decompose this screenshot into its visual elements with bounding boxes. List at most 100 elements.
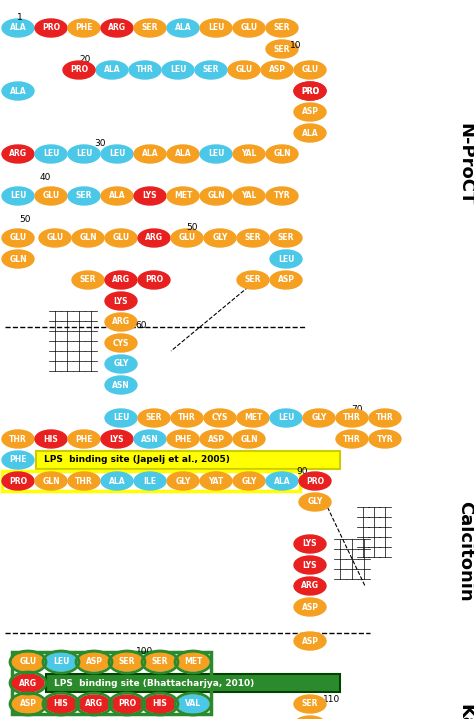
Ellipse shape xyxy=(171,409,203,427)
Ellipse shape xyxy=(68,430,100,448)
Text: PRO: PRO xyxy=(301,86,319,96)
Text: LPS  binding site (Bhattacharjya, 2010): LPS binding site (Bhattacharjya, 2010) xyxy=(54,679,254,687)
Ellipse shape xyxy=(96,61,128,79)
Text: YAL: YAL xyxy=(241,191,257,201)
Ellipse shape xyxy=(2,472,34,490)
Text: ARG: ARG xyxy=(145,234,163,242)
Text: LEU: LEU xyxy=(53,657,69,667)
Text: ASP: ASP xyxy=(301,108,319,116)
Ellipse shape xyxy=(237,271,269,289)
Ellipse shape xyxy=(204,409,236,427)
Text: ASN: ASN xyxy=(141,434,159,444)
Text: GLU: GLU xyxy=(46,234,64,242)
FancyBboxPatch shape xyxy=(36,451,340,469)
Text: 60: 60 xyxy=(135,321,147,329)
Ellipse shape xyxy=(177,695,209,713)
Ellipse shape xyxy=(294,577,326,595)
Ellipse shape xyxy=(233,430,265,448)
Text: PRO: PRO xyxy=(42,24,60,32)
Text: GLN: GLN xyxy=(273,150,291,158)
Text: GLU: GLU xyxy=(43,191,60,201)
Ellipse shape xyxy=(195,61,227,79)
Text: HIS: HIS xyxy=(54,700,68,708)
Text: GLY: GLY xyxy=(241,477,257,485)
Text: HIS: HIS xyxy=(44,434,58,444)
Ellipse shape xyxy=(111,695,143,713)
Ellipse shape xyxy=(2,430,34,448)
Ellipse shape xyxy=(294,82,326,100)
Ellipse shape xyxy=(200,145,232,163)
Text: GLU: GLU xyxy=(236,65,253,75)
Ellipse shape xyxy=(294,632,326,650)
Text: 70: 70 xyxy=(351,406,363,414)
Ellipse shape xyxy=(68,472,100,490)
Ellipse shape xyxy=(105,376,137,394)
Text: LEU: LEU xyxy=(113,413,129,423)
Text: THR: THR xyxy=(343,413,361,423)
Text: PHE: PHE xyxy=(174,434,192,444)
Text: LPS  binding site (Japelj et al., 2005): LPS binding site (Japelj et al., 2005) xyxy=(44,456,230,464)
Ellipse shape xyxy=(270,409,302,427)
Ellipse shape xyxy=(200,19,232,37)
Text: TYR: TYR xyxy=(273,191,290,201)
Text: ASP: ASP xyxy=(268,65,285,75)
Text: SER: SER xyxy=(80,275,96,285)
Text: ASP: ASP xyxy=(85,657,102,667)
Text: ALA: ALA xyxy=(9,86,27,96)
Ellipse shape xyxy=(162,61,194,79)
Ellipse shape xyxy=(72,271,104,289)
Text: CYS: CYS xyxy=(113,339,129,347)
Ellipse shape xyxy=(78,695,110,713)
Text: ARG: ARG xyxy=(112,275,130,285)
Ellipse shape xyxy=(35,430,67,448)
Ellipse shape xyxy=(12,653,44,671)
Ellipse shape xyxy=(68,187,100,205)
Text: THR: THR xyxy=(376,413,394,423)
Text: GLN: GLN xyxy=(207,191,225,201)
Ellipse shape xyxy=(270,250,302,268)
Text: LEU: LEU xyxy=(208,24,224,32)
Ellipse shape xyxy=(177,653,209,671)
Ellipse shape xyxy=(12,695,44,713)
Text: TYR: TYR xyxy=(377,434,393,444)
Ellipse shape xyxy=(171,229,203,247)
Text: SER: SER xyxy=(152,657,168,667)
Ellipse shape xyxy=(294,103,326,121)
Text: ILE: ILE xyxy=(144,477,156,485)
Text: ASP: ASP xyxy=(277,275,294,285)
Text: SER: SER xyxy=(245,234,261,242)
Text: PHE: PHE xyxy=(75,434,93,444)
Ellipse shape xyxy=(233,187,265,205)
Ellipse shape xyxy=(2,187,34,205)
Ellipse shape xyxy=(134,472,166,490)
Ellipse shape xyxy=(138,271,170,289)
Ellipse shape xyxy=(2,451,34,469)
Text: LYS: LYS xyxy=(303,561,317,569)
Text: SER: SER xyxy=(146,413,162,423)
Ellipse shape xyxy=(111,653,143,671)
Ellipse shape xyxy=(134,430,166,448)
Ellipse shape xyxy=(299,472,331,490)
Ellipse shape xyxy=(2,145,34,163)
Ellipse shape xyxy=(270,229,302,247)
Text: LEU: LEU xyxy=(278,255,294,263)
Text: THR: THR xyxy=(178,413,196,423)
Ellipse shape xyxy=(266,40,298,58)
Text: GLU: GLU xyxy=(178,234,196,242)
Ellipse shape xyxy=(45,653,77,671)
Ellipse shape xyxy=(2,250,34,268)
Ellipse shape xyxy=(105,271,137,289)
Text: GLN: GLN xyxy=(240,434,258,444)
Ellipse shape xyxy=(237,409,269,427)
Ellipse shape xyxy=(2,82,34,100)
Text: PHE: PHE xyxy=(9,456,27,464)
Text: LYS: LYS xyxy=(114,296,128,306)
Ellipse shape xyxy=(167,472,199,490)
Ellipse shape xyxy=(35,19,67,37)
Ellipse shape xyxy=(294,124,326,142)
Text: 80: 80 xyxy=(6,437,18,446)
Text: Katacalcin: Katacalcin xyxy=(456,704,474,719)
Ellipse shape xyxy=(101,187,133,205)
Ellipse shape xyxy=(78,653,110,671)
Ellipse shape xyxy=(12,674,44,692)
